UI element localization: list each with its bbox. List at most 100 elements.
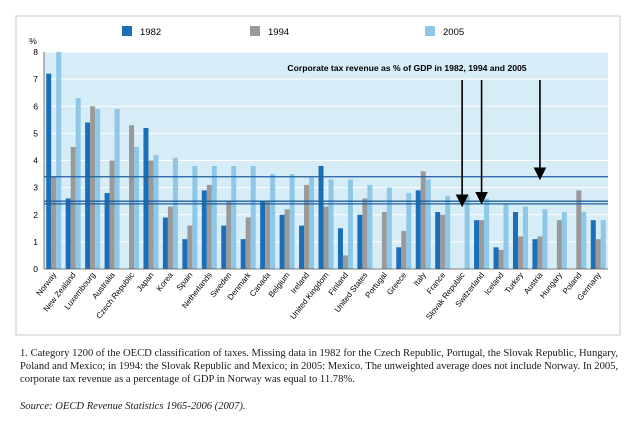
- bar-1994-norway: [51, 176, 57, 269]
- bar-1994-sweden: [226, 201, 232, 269]
- bar-2005-luxembourg: [95, 108, 101, 270]
- bar-2005-finland: [347, 179, 353, 269]
- y-tick-label: 3: [33, 183, 38, 193]
- bar-2005-slovak-republic: [464, 195, 470, 269]
- bar-2005-portugal: [386, 187, 392, 269]
- bar-2005-australia: [114, 108, 120, 270]
- legend: 1982 1994 2005: [122, 26, 464, 38]
- legend-label-1994: 1994: [268, 27, 289, 38]
- bar-2005-new-zealand: [75, 98, 81, 269]
- bar-1982-denmark: [240, 239, 246, 269]
- bar-1982-japan: [143, 127, 149, 269]
- bar-1994-canada: [265, 201, 271, 269]
- bar-1982-sweden: [221, 225, 227, 269]
- bar-1994-spain: [187, 225, 193, 269]
- legend-swatch-2005: [425, 26, 435, 36]
- legend-swatch-1982: [122, 26, 132, 36]
- bar-1994-germany: [595, 239, 601, 269]
- bar-1994-italy: [420, 171, 426, 269]
- bar-1982-germany: [590, 220, 596, 269]
- bar-2005-switzerland: [484, 198, 490, 269]
- bar-1982-france: [435, 212, 441, 269]
- y-tick-label: 8: [33, 47, 38, 57]
- bar-2005-iceland: [503, 203, 509, 269]
- x-tick-label: Belgium: [267, 270, 292, 299]
- bar-2005-greece: [406, 193, 412, 269]
- bar-1982-spain: [182, 239, 188, 269]
- x-tick-label: Turkey: [503, 271, 525, 296]
- bar-1994-iceland: [498, 250, 504, 269]
- bar-2005-japan: [153, 155, 159, 269]
- bar-1994-ireland: [304, 184, 310, 269]
- bar-1982-belgium: [279, 214, 285, 269]
- bar-1994-netherlands: [206, 184, 212, 269]
- bar-1982-austria: [532, 239, 538, 269]
- bar-1994-hungary: [556, 220, 562, 269]
- bar-2005-hungary: [561, 212, 567, 269]
- bar-1982-greece: [396, 247, 402, 269]
- chart-frame: [15, 15, 621, 336]
- bar-2005-korea: [172, 157, 178, 269]
- bar-1982-korea: [162, 217, 168, 269]
- annotation-arrows: [455, 80, 547, 208]
- bar-1994-luxembourg: [90, 106, 96, 269]
- y-tick-label: 2: [33, 210, 38, 220]
- bar-1982-iceland: [493, 247, 499, 269]
- bar-1994-united-kingdom: [323, 206, 329, 269]
- source-label: Source:: [20, 401, 53, 412]
- bar-2005-belgium: [289, 174, 295, 269]
- bar-1994-france: [440, 214, 446, 269]
- bar-2005-canada: [270, 174, 276, 269]
- bar-1994-finland: [342, 255, 348, 269]
- y-tick-label: 6: [33, 101, 38, 111]
- x-tick-label: Italy: [412, 271, 428, 288]
- bar-1982-turkey: [512, 212, 518, 269]
- x-tick-label: Korea: [155, 270, 176, 293]
- x-tick-label: Greece: [385, 270, 409, 297]
- bar-2005-netherlands: [211, 165, 217, 269]
- bar-2005-poland: [581, 212, 587, 269]
- bar-1994-new-zealand: [70, 146, 76, 269]
- y-tick-label: 0: [33, 264, 38, 274]
- bar-2005-turkey: [522, 206, 528, 269]
- bar-1982-netherlands: [201, 190, 207, 269]
- bar-2005-denmark: [250, 165, 256, 269]
- footnote: 1. Category 1200 of the OECD classificat…: [20, 348, 619, 386]
- y-axis-unit: %: [29, 36, 37, 46]
- bar-2005-ireland: [309, 176, 315, 269]
- chart-title: Corporate tax revenue as % of GDP in 198…: [287, 63, 526, 73]
- legend-label-1982: 1982: [140, 27, 161, 38]
- bar-1982-luxembourg: [85, 122, 91, 270]
- bar-2005-czech-republic: [134, 146, 140, 269]
- bar-1982-united-kingdom: [318, 165, 324, 269]
- bar-1994-belgium: [284, 209, 290, 269]
- bar-2005-united-states: [367, 184, 373, 269]
- y-tick-label: 4: [33, 156, 38, 166]
- bar-1994-czech-republic: [129, 125, 135, 269]
- x-tick-label: Japan: [135, 271, 156, 294]
- bar-2005-norway: [56, 52, 62, 269]
- bar-2005-spain: [192, 165, 198, 269]
- legend-label-2005: 2005: [443, 27, 464, 38]
- bar-1982-new-zealand: [65, 198, 71, 269]
- y-tick-label: 7: [33, 74, 38, 84]
- bar-2005-united-kingdom: [328, 179, 334, 269]
- bar-1994-denmark: [245, 217, 251, 269]
- bar-1982-ireland: [299, 225, 305, 269]
- bar-1994-portugal: [381, 212, 387, 269]
- bar-1994-poland: [576, 190, 582, 269]
- bar-2005-germany: [600, 220, 606, 269]
- bar-1994-austria: [537, 236, 543, 269]
- bars: [46, 52, 606, 270]
- source-text: OECD Revenue Statistics 1965-2006 (2007)…: [55, 401, 246, 412]
- bar-1982-canada: [260, 201, 266, 269]
- bar-1994-australia: [109, 160, 115, 269]
- bar-1994-turkey: [517, 236, 523, 269]
- bar-2005-austria: [542, 209, 548, 269]
- bar-1982-finland: [337, 228, 343, 269]
- bar-1982-australia: [104, 193, 110, 269]
- bar-1994-korea: [167, 206, 173, 269]
- average-lines: [44, 176, 608, 205]
- bar-1994-greece: [401, 231, 407, 269]
